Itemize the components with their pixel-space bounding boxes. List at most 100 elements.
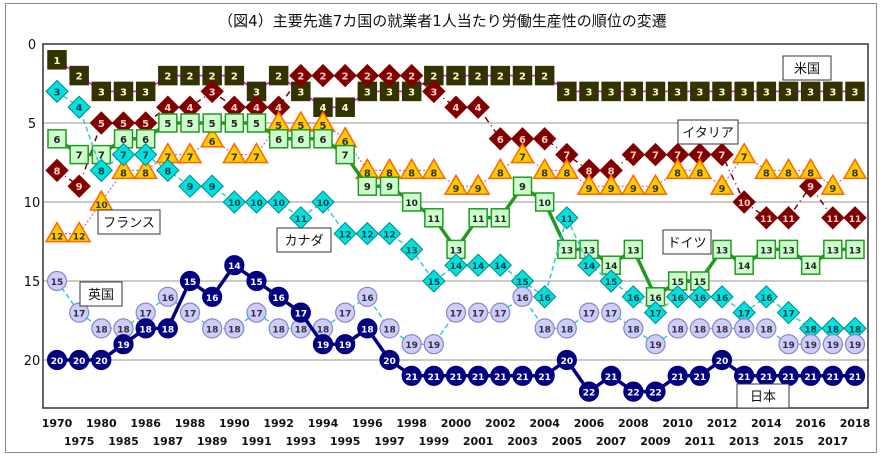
data-label: 2 [231,72,238,83]
data-point [845,81,865,102]
data-label: 17 [583,310,596,320]
x-tick-label: 1980 [86,417,117,430]
x-tick-label: 1995 [330,435,361,448]
x-tick-label: 2002 [485,417,516,430]
data-point [731,142,757,164]
data-point [557,239,577,260]
x-tick-label: 1990 [219,417,250,430]
data-label: 21 [804,373,817,383]
x-tick-label: 2011 [685,435,716,448]
x-tick-label: 1991 [241,435,272,448]
data-label: 19 [339,341,352,351]
data-label: 1 [54,56,61,67]
data-point [422,269,446,293]
data-label: 3 [586,87,593,98]
data-point [512,65,533,86]
x-tick-label: 1986 [130,417,161,430]
data-label: 10 [538,199,551,209]
data-point [424,208,444,228]
data-point [313,129,333,149]
data-label: 16 [538,294,551,304]
data-point [712,81,732,102]
data-label: 3 [54,87,61,98]
data-point [246,113,267,133]
data-label: 15 [671,278,684,288]
data-point [645,381,666,402]
data-point [754,157,779,180]
data-label: 9 [807,182,814,193]
data-label: 17 [494,310,507,320]
data-point [311,63,335,88]
data-point [532,157,557,180]
series-name-label: 日本 [750,390,776,405]
data-label: 12 [361,231,374,241]
data-label: 6 [497,135,504,146]
data-point [135,318,156,339]
data-label: 14 [605,262,618,272]
series-label-box [97,209,161,235]
data-point [667,365,688,386]
data-label: 17 [250,310,263,320]
data-label: 19 [849,341,862,351]
data-label: 8 [142,168,149,179]
x-tick-label: 1975 [64,435,95,448]
data-point [776,157,801,180]
data-label: 18 [827,325,840,335]
data-point [688,285,712,309]
data-label: 18 [162,325,175,335]
x-tick-label: 1996 [352,417,383,430]
data-label: 2 [497,72,504,83]
data-point [466,95,490,119]
data-label: 8 [586,166,593,177]
data-label: 18 [627,325,640,335]
data-label: 18 [295,325,308,335]
x-tick-label: 1987 [153,435,184,448]
data-label: 22 [649,389,662,399]
data-point [200,79,224,104]
data-point [689,318,710,339]
data-label: 17 [738,310,751,320]
x-tick-label: 1989 [197,435,228,448]
data-point [246,270,267,292]
data-label: 3 [763,87,770,98]
data-point [534,192,555,212]
data-point [711,318,733,339]
data-point [244,190,269,214]
data-label: 3 [741,87,748,98]
data-label: 15 [250,278,263,288]
data-point [355,63,380,88]
series-name-label: カナダ [284,234,323,249]
series-label-box [736,383,790,409]
data-point [67,174,91,198]
data-label: 5 [297,121,304,132]
data-point [311,190,335,214]
data-point [845,239,865,260]
data-label: 20 [51,357,64,367]
data-point [490,65,511,86]
data-label: 8 [785,168,792,179]
data-point [202,286,223,307]
data-point [179,302,201,323]
data-label: 14 [804,262,817,272]
data-point [800,255,821,275]
data-label: 4 [320,103,327,114]
data-label: 3 [297,87,304,98]
data-point [399,237,424,262]
data-label: 5 [209,119,216,130]
x-tick-label: 2013 [729,435,760,448]
data-point [47,50,67,70]
data-point [224,255,245,276]
data-label: 5 [320,121,327,132]
data-point [776,300,801,325]
data-label: 21 [516,373,529,383]
data-point [601,365,622,386]
data-point [512,365,533,386]
data-label: 5 [275,121,282,132]
data-point [734,318,755,339]
data-label: 9 [453,184,460,195]
data-point [621,285,646,309]
data-label: 8 [541,168,548,179]
data-point [534,318,555,339]
data-label: 4 [76,103,83,114]
